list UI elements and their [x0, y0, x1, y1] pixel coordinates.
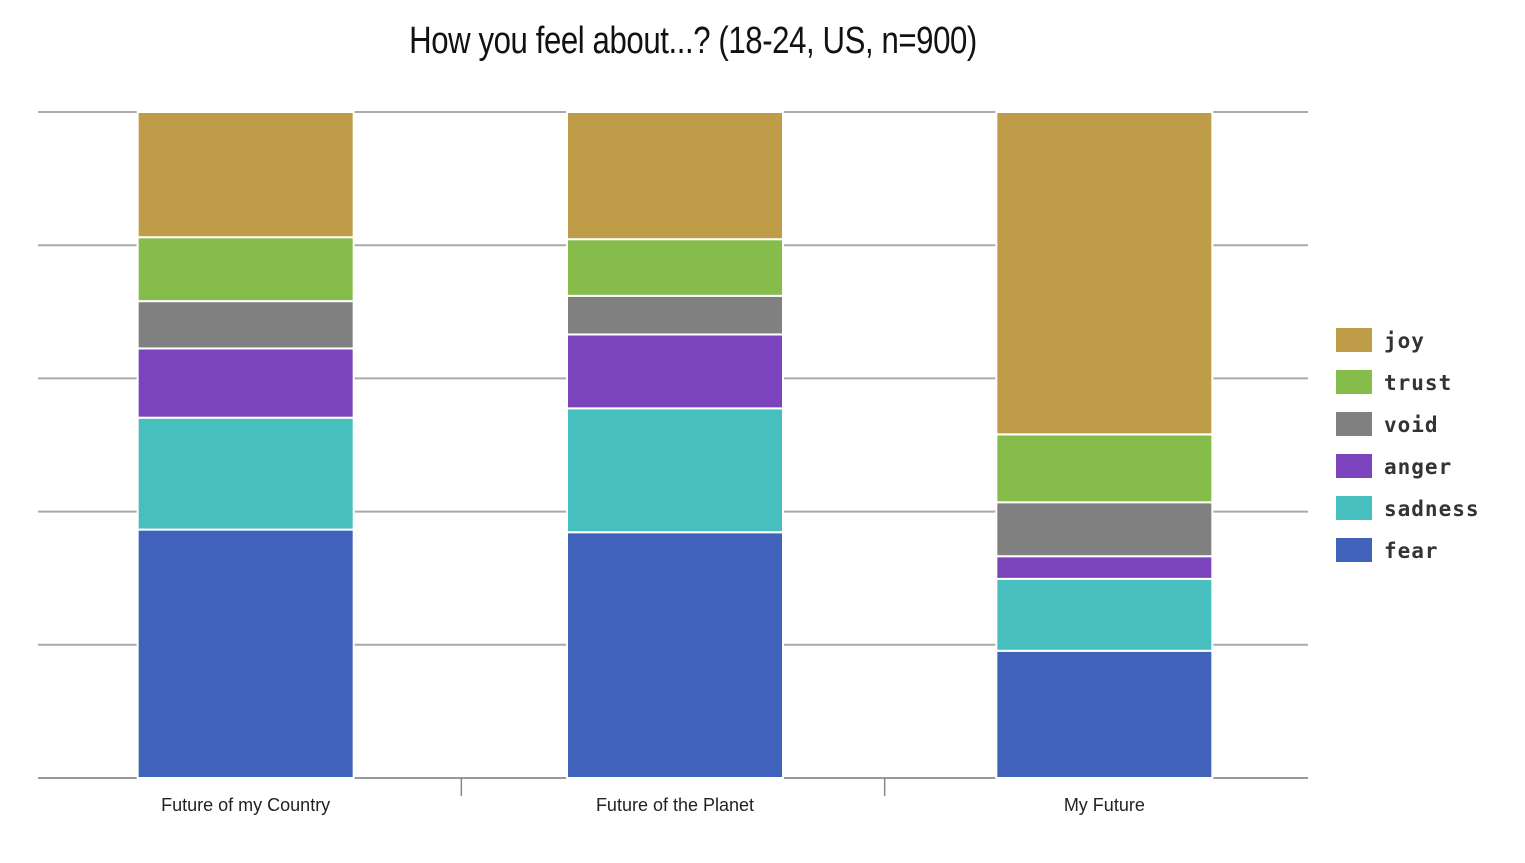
legend-swatch [1336, 370, 1372, 394]
bar-segment-sadness [136, 416, 355, 531]
legend-swatch [1336, 412, 1372, 436]
bar-segment-joy [566, 111, 784, 241]
legend-item-joy: joy [1336, 328, 1425, 353]
bar-segment-fear [136, 528, 355, 779]
chart-title: How you feel about...? (18-24, US, n=900… [409, 20, 977, 62]
legend-swatch [1336, 496, 1372, 520]
bar-segment-sadness [995, 577, 1214, 652]
legend-label: fear [1384, 539, 1439, 563]
x-tick-label: My Future [1064, 795, 1145, 815]
bar-segment-fear [566, 531, 784, 779]
legend-label: joy [1384, 329, 1425, 353]
bar-segment-void [995, 501, 1214, 558]
bar-segment-trust [566, 238, 784, 297]
x-axis: Future of my Country Future of the Planet… [161, 778, 1145, 815]
legend-item-fear: fear [1336, 538, 1439, 563]
bar-segment-trust [995, 433, 1214, 504]
bar-segment-joy [136, 111, 355, 239]
bar-segment-anger [995, 555, 1214, 580]
x-tick-label: Future of the Planet [596, 795, 754, 815]
legend-item-anger: anger [1336, 454, 1452, 479]
bar-segment-anger [136, 347, 355, 419]
bar-segment-fear [995, 649, 1214, 780]
legend-item-void: void [1336, 412, 1439, 437]
bar-stack [566, 111, 784, 779]
x-tick-label: Future of my Country [161, 795, 330, 815]
bar-segment-sadness [566, 407, 784, 534]
legend-swatch [1336, 328, 1372, 352]
legend: joy trust void anger sadness fear [1336, 328, 1480, 563]
bar-area [136, 111, 1214, 780]
bar-stack [995, 111, 1214, 780]
legend-label: anger [1384, 455, 1452, 479]
bar-segment-trust [136, 236, 355, 303]
legend-item-sadness: sadness [1336, 496, 1480, 521]
bar-segment-joy [995, 111, 1214, 436]
legend-item-trust: trust [1336, 370, 1452, 395]
legend-label: void [1384, 413, 1439, 437]
bar-segment-void [566, 294, 784, 336]
bar-stack [136, 111, 355, 779]
legend-swatch [1336, 538, 1372, 562]
legend-swatch [1336, 454, 1372, 478]
bar-segment-void [136, 300, 355, 350]
legend-label: sadness [1384, 497, 1480, 521]
bar-segment-anger [566, 333, 784, 410]
legend-label: trust [1384, 371, 1452, 395]
